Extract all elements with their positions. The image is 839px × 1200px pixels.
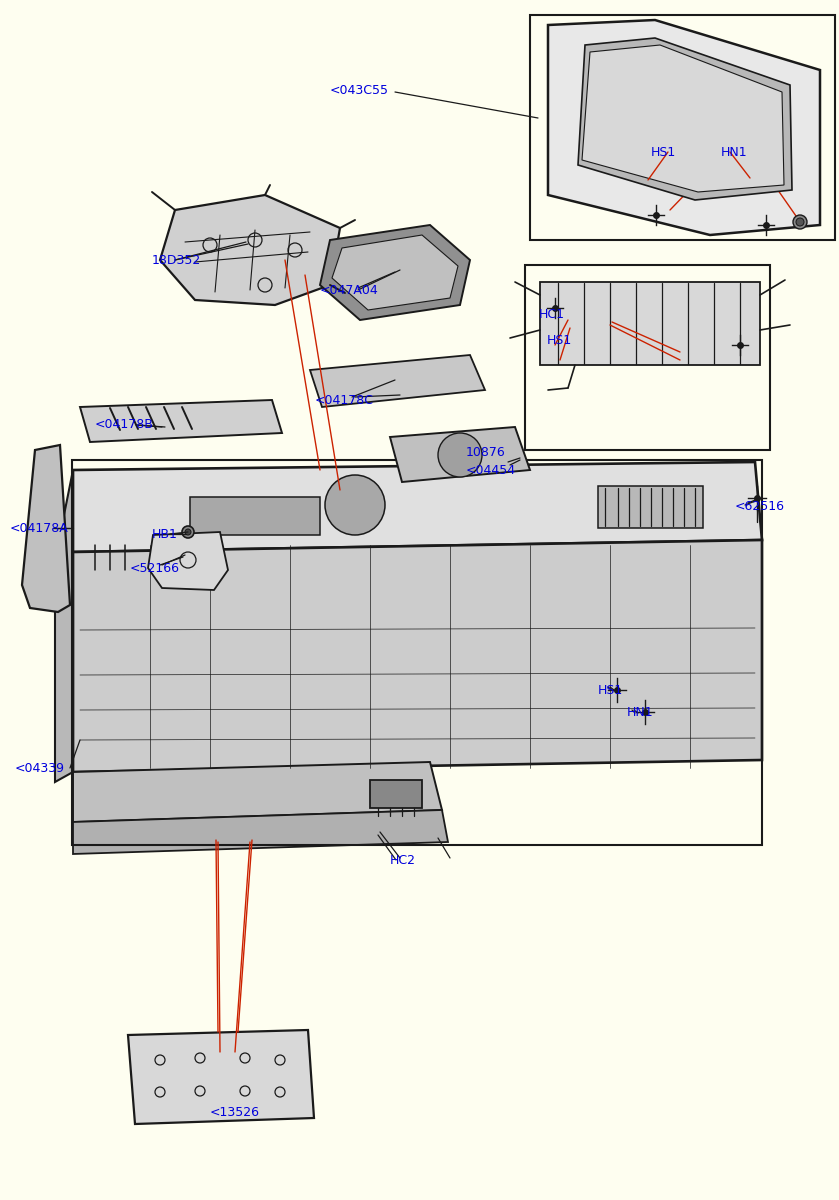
Circle shape — [796, 218, 804, 226]
Bar — [190, 497, 320, 535]
Polygon shape — [80, 400, 282, 442]
Text: HN1: HN1 — [627, 707, 654, 720]
Text: <62516: <62516 — [735, 500, 785, 514]
Polygon shape — [548, 20, 820, 235]
Text: car parts: car parts — [244, 576, 596, 643]
Text: <047A04: <047A04 — [320, 283, 378, 296]
Polygon shape — [582, 44, 784, 192]
Polygon shape — [55, 470, 73, 782]
Polygon shape — [73, 462, 762, 552]
Polygon shape — [540, 282, 760, 365]
Polygon shape — [310, 355, 485, 407]
Polygon shape — [332, 235, 458, 310]
Polygon shape — [320, 226, 470, 320]
Text: <52166: <52166 — [130, 562, 180, 575]
Text: Scuderia: Scuderia — [153, 476, 687, 583]
Polygon shape — [390, 427, 530, 482]
Text: <04178A: <04178A — [10, 522, 69, 534]
Circle shape — [325, 475, 385, 535]
Polygon shape — [73, 810, 448, 854]
Bar — [598, 486, 703, 528]
Polygon shape — [128, 1030, 314, 1124]
Polygon shape — [73, 762, 442, 822]
Polygon shape — [148, 532, 228, 590]
Text: 18D352: 18D352 — [152, 253, 201, 266]
Circle shape — [793, 215, 807, 229]
Text: 10876: 10876 — [466, 445, 506, 458]
Text: HS1: HS1 — [651, 145, 676, 158]
Circle shape — [182, 526, 194, 538]
Text: <04178B: <04178B — [95, 419, 154, 432]
Circle shape — [438, 433, 482, 476]
Bar — [370, 780, 422, 808]
Text: <04178C: <04178C — [315, 394, 374, 407]
Text: <04339: <04339 — [15, 762, 65, 774]
Circle shape — [185, 529, 191, 535]
Text: HN1: HN1 — [721, 145, 748, 158]
Text: <043C55: <043C55 — [330, 84, 389, 96]
Text: <04454: <04454 — [466, 463, 516, 476]
Text: HC1: HC1 — [539, 307, 565, 320]
Bar — [525, 265, 770, 450]
Bar — [530, 14, 835, 240]
Text: HS1: HS1 — [598, 684, 623, 696]
Text: HB1: HB1 — [152, 528, 178, 540]
Bar — [72, 460, 762, 845]
Text: HS1: HS1 — [547, 334, 572, 347]
Polygon shape — [578, 38, 792, 200]
Text: <13526: <13526 — [210, 1105, 260, 1118]
Polygon shape — [160, 194, 340, 305]
Polygon shape — [22, 445, 70, 612]
Polygon shape — [73, 540, 762, 772]
Text: HC2: HC2 — [390, 853, 416, 866]
